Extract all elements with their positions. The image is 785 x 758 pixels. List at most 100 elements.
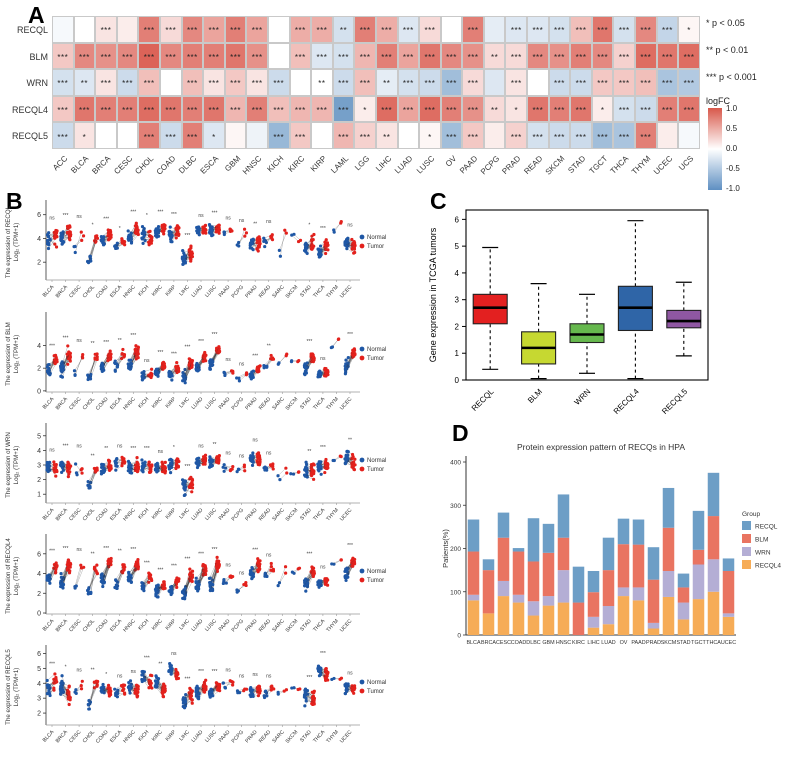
significance-label: ***: [130, 209, 136, 215]
x-category-label-PAAD: PAAD: [631, 640, 645, 646]
significance-label: ns: [225, 357, 231, 363]
heatmap-cell-RECQL5-UCEC: [656, 122, 679, 149]
x-category-label-BLCA: BLCA: [42, 507, 56, 522]
significance-label: ***: [130, 446, 136, 452]
x-category-label-LUAD: LUAD: [191, 396, 205, 411]
significance-label: ***: [157, 209, 163, 215]
bar-segment-BRCA-RECQL: [482, 559, 495, 571]
heatmap-cell-RECQL-OV: [440, 16, 463, 43]
y-tick: 2: [37, 366, 41, 373]
heatmap-cell-RECQL5-DLBC: ***: [181, 122, 204, 149]
x-category-label-LUSC: LUSC: [204, 618, 218, 633]
x-category-label-KIRP: KIRP: [165, 284, 178, 298]
heatmap-cell-RECQL-ESCA: ***: [203, 16, 225, 43]
x-category-label-THYM: THYM: [325, 618, 340, 633]
significance-label: ***: [130, 547, 136, 553]
heatmap-cell-RECQL4-PRAD: *: [505, 95, 528, 123]
x-category-label-CHOL: CHOL: [82, 507, 96, 522]
colorbar-title: logFC: [706, 96, 731, 106]
bar-segment-GBM-RECQL4: [542, 605, 555, 635]
heatmap-row-label-RECQL5: RECQL5: [11, 131, 48, 142]
heatmap-cell-BLM-CESC: ***: [116, 42, 139, 70]
significance-label: ***: [306, 675, 312, 681]
bar-segment-STAD-RECQL4: [677, 619, 690, 635]
legend-tumor: Tumor: [367, 578, 384, 584]
x-category-label-RECQL5: RECQL5: [660, 387, 689, 416]
bar-segment-DLBC-WRN: [527, 601, 540, 616]
legend-normal: Normal: [367, 569, 386, 575]
significance-label: ***: [185, 464, 191, 470]
x-category-label-KIRP: KIRP: [165, 618, 178, 632]
heatmap-cell-RECQL5-GBM: [224, 122, 247, 149]
bar-segment-BLCA-WRN: [467, 594, 480, 601]
significance-label: *: [119, 226, 121, 232]
x-category-label-HNSC: HNSC: [122, 284, 137, 299]
heatmap-cell-RECQL4-PAAD: ***: [462, 95, 484, 123]
x-category-label-PCPG: PCPG: [231, 396, 246, 411]
significance-label: ***: [185, 676, 191, 682]
heatmap-cell-RECQL5-THCA: ***: [613, 122, 636, 149]
x-category-label-CESC: CESC: [68, 618, 82, 633]
x-category-label-BRCA: BRCA: [481, 640, 496, 646]
heatmap-cell-RECQL5-LIHC: **: [375, 122, 398, 149]
y-tick: 400: [450, 460, 461, 467]
significance-label: ns: [225, 667, 231, 673]
significance-label: ***: [157, 350, 163, 356]
significance-label: ***: [49, 661, 55, 667]
heatmap-cell-RECQL-PCPG: [483, 16, 506, 43]
heatmap-cell-WRN-SKCM: ***: [548, 69, 571, 96]
significance-label: **: [118, 338, 122, 344]
heatmap-cell-BLM-TGCT: ***: [591, 42, 614, 70]
scatter-plot-wrn: 1 2 3 4 5 The expression of WRN Log₂ (TPM+1) ns…: [5, 423, 386, 523]
significance-label: ***: [198, 339, 204, 345]
x-category-label-KIRP: KIRP: [165, 729, 178, 743]
heatmap-cell-RECQL5-BLCA: *: [73, 122, 96, 149]
heatmap-row-label-RECQL: RECQL: [16, 25, 48, 35]
bar-segment-COAD-RECQL4: [512, 602, 525, 635]
bar-segment-LUAD-WRN: [602, 606, 615, 625]
heatmap-cell-RECQL-KIRC: ***: [289, 16, 312, 43]
x-category-label-HNSC: HNSC: [122, 729, 137, 744]
y-tick: 5: [455, 242, 460, 251]
heatmap-cell-BLM-ACC: ***: [52, 42, 74, 70]
x-category-label-THYM: THYM: [325, 396, 340, 411]
heatmap-cell-RECQL4-LUSC: ***: [419, 95, 441, 123]
significance-label: **: [348, 437, 352, 443]
x-category-label-PRAD: PRAD: [244, 396, 258, 411]
x-category-label-SARC: SARC: [271, 507, 285, 522]
heatmap-cell-BLM-LIHC: ***: [375, 42, 398, 70]
heatmap-cell-RECQL-LUAD: ***: [397, 16, 420, 43]
significance-label: ns: [239, 362, 245, 368]
x-category-label-PAAD: PAAD: [218, 507, 232, 522]
x-category-label-LIHC: LIHC: [587, 640, 599, 646]
heatmap-cell-RECQL-KICH: [267, 16, 290, 43]
significance-label: ns: [239, 454, 245, 460]
x-category-label-HNSC: HNSC: [122, 618, 137, 633]
heatmap-cell-RECQL-KIRP: ***: [311, 16, 333, 43]
x-category-label-BLCA: BLCA: [42, 729, 56, 744]
x-category-label-LIHC: LIHC: [178, 618, 191, 631]
x-category-label-STAD: STAD: [677, 640, 691, 646]
bar-segment-SKCM-RECQL: [662, 487, 675, 528]
bar-segment-BRCA-BLM: [482, 570, 495, 614]
significance-label: **: [91, 552, 95, 558]
significance-label: ns: [239, 570, 245, 576]
significance-label: **: [307, 449, 311, 455]
significance-label: ns: [76, 338, 82, 344]
x-category-label-KIRP: KIRP: [165, 396, 178, 410]
x-category-label-KICH: KICH: [137, 729, 150, 743]
heatmap-cell-RECQL-COAD: ***: [159, 16, 182, 43]
y-tick: 1: [37, 492, 41, 499]
significance-label: ***: [63, 335, 69, 341]
x-category-label-LIHC: LIHC: [178, 729, 191, 742]
bar-segment-THCA-BLM: [707, 516, 720, 560]
sig-legend-p001: *** p < 0.001: [706, 72, 757, 82]
colorbar-tick: -1.0: [726, 184, 740, 193]
stacked-bar-hpa: Protein expression pattern of RECQs in H…: [441, 442, 781, 646]
heatmap-cell-RECQL4-THYM: ***: [635, 95, 657, 123]
heatmap-cell-RECQL5-LUSC: *: [419, 122, 441, 149]
x-category-label-STAD: STAD: [299, 729, 313, 743]
heatmap-cell-WRN-BRCA: ***: [95, 69, 117, 96]
heatmap-cell-BLM-PAAD: ***: [462, 42, 484, 70]
x-category-label-CHOL: CHOL: [82, 396, 96, 411]
